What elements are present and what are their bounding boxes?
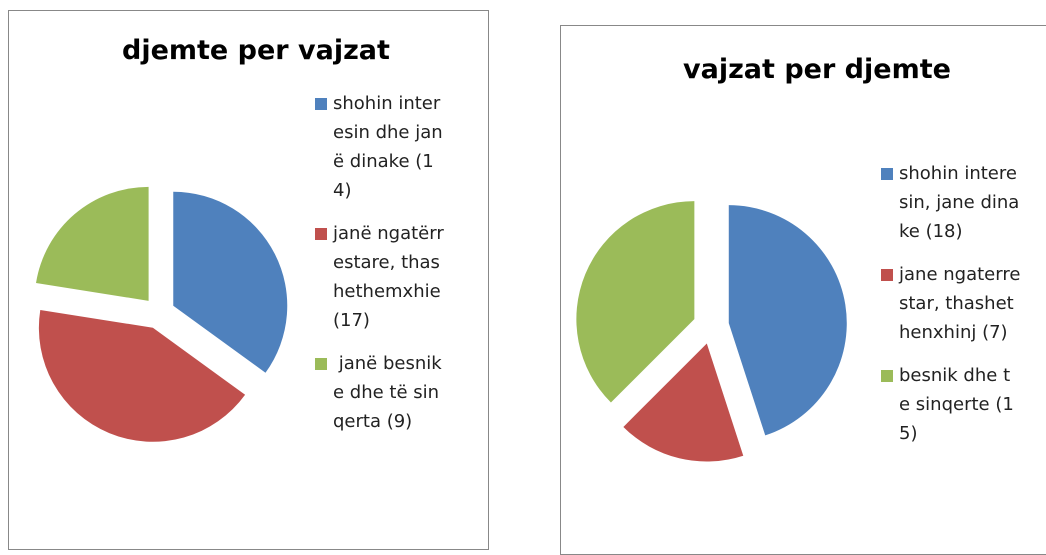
legend-swatch (315, 358, 327, 370)
legend-swatch (881, 168, 893, 180)
pie-area (36, 186, 288, 442)
page: djemte per vajzat shohin interesin dhe j… (8, 10, 1046, 555)
legend-label: shohin interesin, jane dinake (18) (899, 163, 1020, 242)
legend-label: shohin interesin dhe janë dinake (14) (333, 93, 443, 201)
legend-item: besnik dhe te sinqerte (15) (881, 361, 1021, 448)
legend-item: shohin interesin dhe janë dinake (14) (315, 89, 450, 205)
pie-slice (173, 191, 288, 373)
legend-swatch (315, 98, 327, 110)
legend-item: jane ngaterrestar, thashethenxhinj (7) (881, 260, 1021, 347)
pie-slice (576, 201, 695, 403)
legend-swatch (881, 269, 893, 281)
legend-item: janë ngatërrestare, thashethemxhie (17) (315, 219, 450, 335)
legend-label: janë ngatërrestare, thashethemxhie (17) (333, 223, 447, 331)
legend-label: besnik dhe te sinqerte (15) (899, 365, 1014, 444)
legend-item: janë besnike dhe të sinqerta (9) (315, 349, 450, 436)
chart-frame: djemte per vajzat shohin interesin dhe j… (8, 10, 489, 550)
pie-slice (623, 343, 744, 462)
legend-item: shohin interesin, jane dinake (18) (881, 159, 1021, 246)
legend-swatch (881, 370, 893, 382)
legend: shohin interesin dhe janë dinake (14) jan… (315, 89, 450, 450)
legend: shohin interesin, jane dinake (18) jane n… (881, 159, 1021, 462)
chart-title: djemte per vajzat (122, 35, 390, 66)
pie-area (576, 201, 847, 462)
pie-slice (728, 205, 847, 436)
pie-slice (38, 309, 246, 442)
chart-frame: vajzat per djemte shohin interesin, jane… (560, 25, 1046, 555)
chart-title: vajzat per djemte (683, 54, 951, 85)
legend-swatch (315, 228, 327, 240)
legend-label: janë besnike dhe të sinqerta (9) (333, 353, 442, 432)
legend-label: jane ngaterrestar, thashethenxhinj (7) (899, 264, 1021, 343)
pie-slice (36, 186, 149, 301)
